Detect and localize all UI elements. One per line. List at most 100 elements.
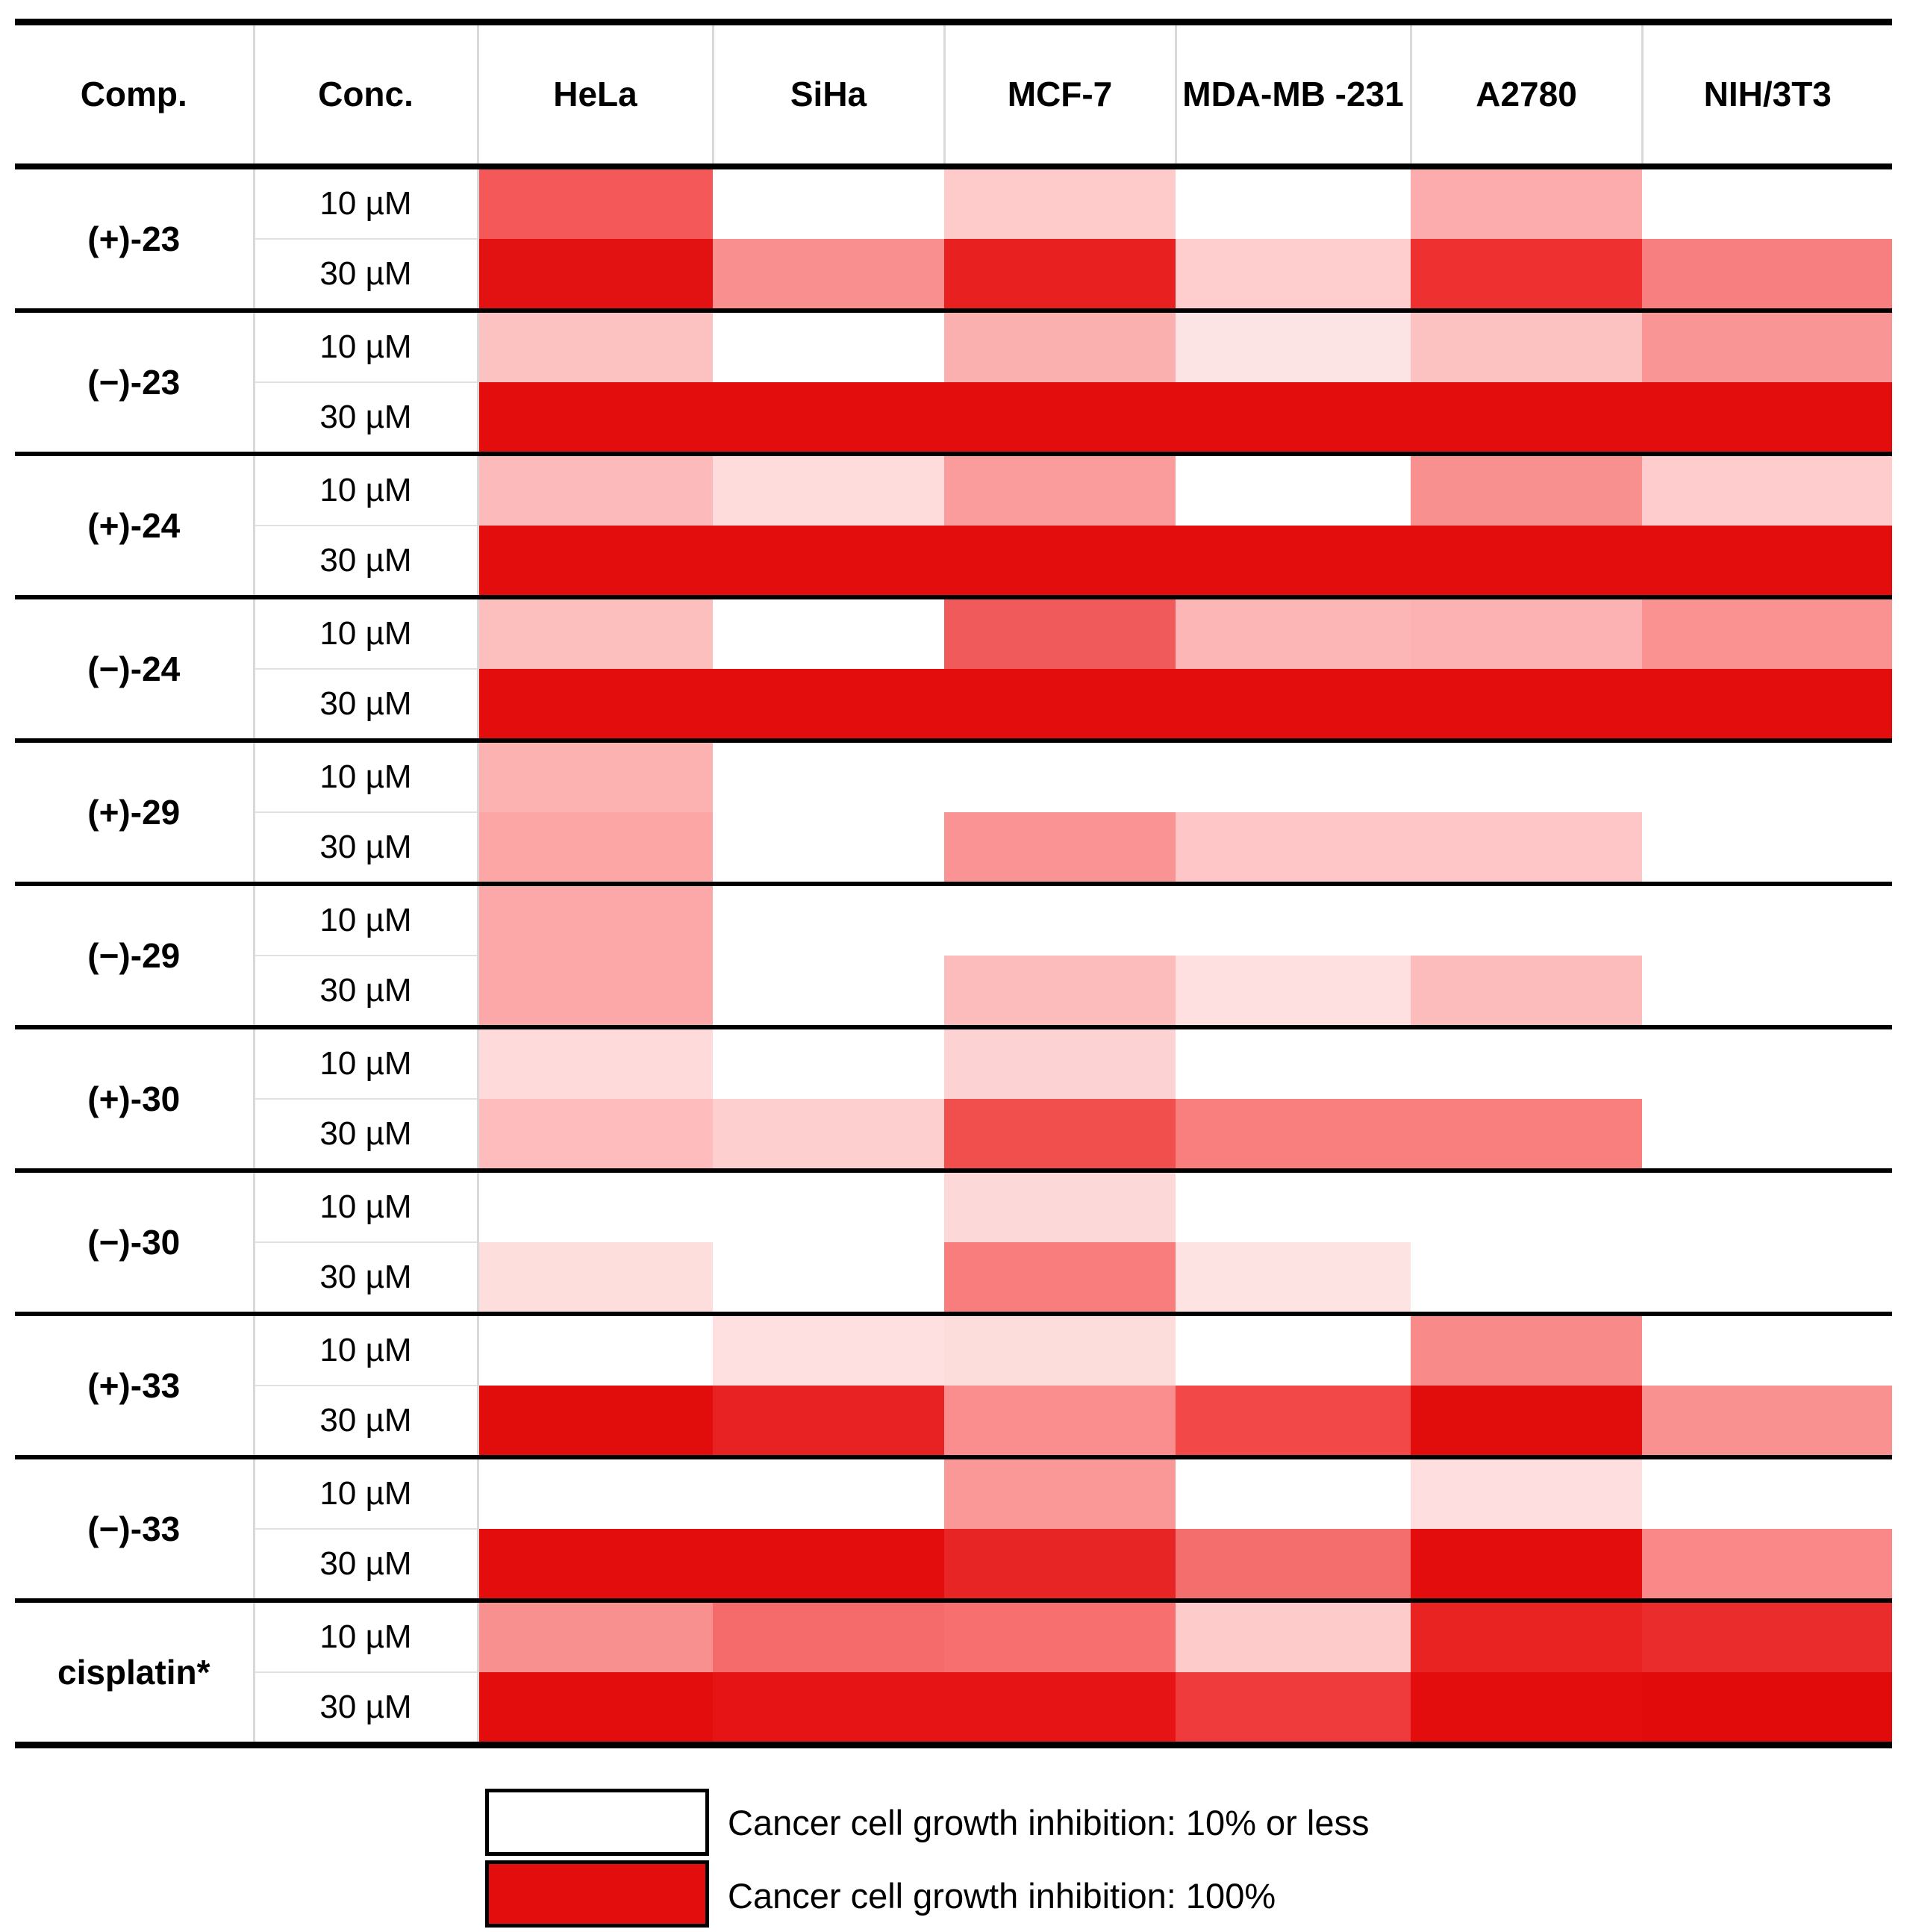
heatmap-cell (1411, 1242, 1642, 1314)
heatmap-cell (478, 1242, 713, 1314)
heatmap-cell (944, 1601, 1176, 1672)
compound-label: (+)-33 (15, 1314, 255, 1457)
dose-row: (+)-33 10 µM (15, 1314, 1892, 1457)
dose-row: (+)-30 10 µM (15, 1027, 1892, 1171)
heatmap-cell (713, 1529, 944, 1601)
heatmap-cell (478, 454, 713, 526)
heatmap-cell (1411, 812, 1642, 884)
legend-label-low: Cancer cell growth inhibition: 10% or le… (728, 1802, 1370, 1842)
heatmap-cell (1176, 239, 1411, 311)
heatmap-cell (1642, 239, 1892, 311)
heatmap-cell (713, 956, 944, 1027)
heatmap-cell (1176, 1529, 1411, 1601)
heatmap-cell (1642, 812, 1892, 884)
concentration-label: 10 µM (252, 1171, 479, 1243)
heatmap-cell (944, 382, 1176, 454)
concentration-label: 30 µM (252, 956, 479, 1027)
heatmap-cell (1642, 1171, 1892, 1242)
heatmap-cell (1411, 526, 1642, 597)
heatmap-cell (478, 382, 713, 454)
concentration-label: 10 µM (252, 454, 479, 526)
heatmap-cell (944, 166, 1176, 239)
heatmap-cell (478, 526, 713, 597)
compound-block: (+)-29 10 µM 30 µM (15, 741, 1892, 884)
column-header-mcf-7: MCF-7 (943, 22, 1176, 166)
heatmap-cell (1176, 1457, 1411, 1529)
heatmap-cell (1642, 741, 1892, 812)
heatmap-cell (1411, 1027, 1642, 1099)
heatmap-cell (478, 311, 713, 382)
heatmap-cell (1176, 669, 1411, 741)
concentration-label: 10 µM (252, 166, 479, 240)
heatmap-cell (944, 1672, 1176, 1745)
heatmap-cell (713, 1027, 944, 1099)
heatmap-cell (478, 1457, 713, 1529)
concentration-label: 30 µM (252, 526, 479, 597)
heatmap-cell (944, 1386, 1176, 1457)
heatmap-cell (478, 239, 713, 311)
concentration-label: 30 µM (252, 1672, 479, 1745)
heatmap-cell (478, 1099, 713, 1171)
compound-label: (−)-23 (15, 311, 255, 454)
heatmap-cell (713, 812, 944, 884)
heatmap-cell (1642, 884, 1892, 956)
heatmap-cell (713, 239, 944, 311)
heatmap-cell (944, 597, 1176, 669)
heatmap-cell (1176, 1027, 1411, 1099)
heatmap-cell (944, 1099, 1176, 1171)
legend-item-low: Cancer cell growth inhibition: 10% or le… (485, 1786, 1369, 1859)
heatmap-cell (713, 454, 944, 526)
heatmap-cell (944, 741, 1176, 812)
heatmap-cell (1642, 1027, 1892, 1099)
heatmap-cell (478, 812, 713, 884)
compound-label: (+)-24 (15, 454, 255, 597)
concentration-label: 30 µM (252, 1099, 479, 1171)
compound-label: (−)-24 (15, 597, 255, 741)
heatmap-cell (713, 166, 944, 239)
concentration-label: 10 µM (252, 1457, 479, 1530)
heatmap-cell (1176, 884, 1411, 956)
dose-row: 30 µM (15, 1672, 1892, 1745)
heatmap-cell (1642, 454, 1892, 526)
column-header-comp: Comp. (15, 22, 254, 166)
heatmap-cell (944, 239, 1176, 311)
compound-block: (+)-33 10 µM 30 µM (15, 1314, 1892, 1457)
heatmap-cell (713, 1672, 944, 1745)
concentration-label: 10 µM (252, 1601, 479, 1673)
heatmap-cell (1176, 741, 1411, 812)
heatmap-cell (713, 884, 944, 956)
heatmap-cell (478, 1314, 713, 1386)
heatmap-cell (1411, 1171, 1642, 1242)
dose-row: (+)-24 10 µM (15, 454, 1892, 597)
heatmap-cell (944, 1314, 1176, 1386)
dose-row: (−)-24 10 µM (15, 597, 1892, 741)
column-header-mda-mb-231: MDA-MB -231 (1174, 22, 1411, 166)
heatmap-cell (944, 812, 1176, 884)
heatmap-cell (944, 454, 1176, 526)
heatmap-cell (1411, 166, 1642, 239)
compound-block: (−)-23 10 µM 30 µM (15, 311, 1892, 454)
heatmap-cell (1411, 1672, 1642, 1745)
heatmap-cell (1642, 1314, 1892, 1386)
heatmap-cell (478, 1601, 713, 1672)
heatmap-cell (1411, 884, 1642, 956)
heatmap-cell (1411, 454, 1642, 526)
heatmap-cell (1176, 166, 1411, 239)
heatmap-cell (1411, 669, 1642, 741)
dose-row: (−)-23 10 µM (15, 311, 1892, 454)
heatmap-cell (478, 597, 713, 669)
compound-label: (+)-29 (15, 741, 255, 884)
heatmap-cell (944, 956, 1176, 1027)
heatmap-cell (1176, 382, 1411, 454)
heatmap-cell (944, 526, 1176, 597)
heatmap-cell (713, 1099, 944, 1171)
heatmap-cell (1176, 812, 1411, 884)
heatmap-cell (1176, 1242, 1411, 1314)
heatmap-cell (713, 1457, 944, 1529)
compound-label: (+)-23 (15, 166, 255, 311)
dose-row: 30 µM (15, 1099, 1892, 1171)
heatmap-cell (478, 1672, 713, 1745)
heatmap-table: Comp. Conc. HeLa SiHa MCF-7 MDA-MB -231 A2780 N… (15, 19, 1892, 1748)
heatmap-cell (713, 1601, 944, 1672)
heatmap-cell (944, 1529, 1176, 1601)
